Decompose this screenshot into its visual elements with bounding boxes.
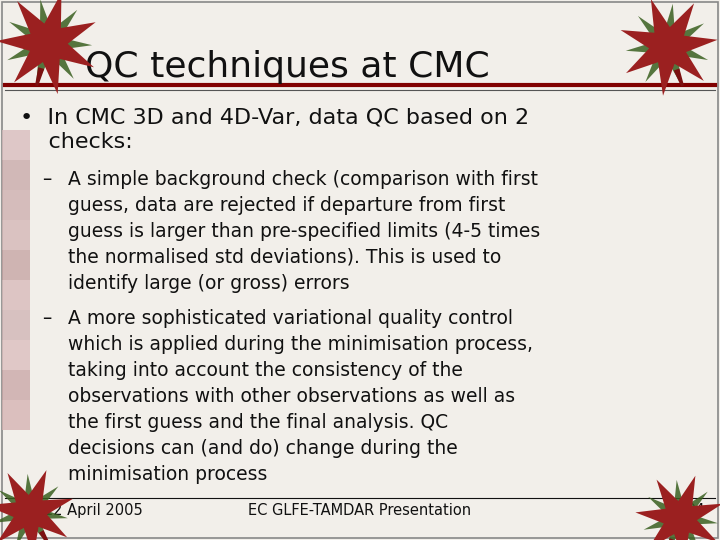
Bar — [2, 130, 30, 160]
Text: checks:: checks: — [20, 132, 132, 152]
Text: •  In CMC 3D and 4D-Var, data QC based on 2: • In CMC 3D and 4D-Var, data QC based on… — [20, 107, 529, 127]
Bar — [2, 370, 30, 400]
Text: observations with other observations as well as: observations with other observations as … — [68, 387, 515, 406]
Text: 11-12 April 2005: 11-12 April 2005 — [20, 503, 143, 518]
Text: identify large (or gross) errors: identify large (or gross) errors — [68, 274, 350, 293]
Text: –: – — [42, 170, 51, 189]
Polygon shape — [626, 4, 708, 86]
Polygon shape — [621, 0, 718, 96]
Polygon shape — [35, 68, 45, 86]
Bar — [2, 280, 30, 310]
Polygon shape — [674, 69, 684, 86]
Text: A simple background check (comparison with first: A simple background check (comparison wi… — [68, 170, 538, 189]
Polygon shape — [0, 0, 96, 94]
Text: 24: 24 — [686, 503, 705, 518]
Polygon shape — [7, 0, 92, 85]
Text: the normalised std deviations). This is used to: the normalised std deviations). This is … — [68, 248, 501, 267]
Polygon shape — [0, 474, 68, 540]
Bar — [2, 250, 30, 280]
Bar — [2, 400, 30, 430]
Bar — [2, 220, 30, 250]
Polygon shape — [635, 476, 720, 540]
Text: A more sophisticated variational quality control: A more sophisticated variational quality… — [68, 309, 513, 328]
Bar — [2, 160, 30, 190]
Bar — [2, 310, 30, 340]
Polygon shape — [666, 538, 675, 540]
Text: the first guess and the final analysis. QC: the first guess and the final analysis. … — [68, 413, 448, 432]
Text: guess is larger than pre-specified limits (4-5 times: guess is larger than pre-specified limit… — [68, 222, 540, 241]
Bar — [2, 190, 30, 220]
Polygon shape — [39, 530, 50, 540]
Text: decisions can (and do) change during the: decisions can (and do) change during the — [68, 439, 458, 458]
Text: which is applied during the minimisation process,: which is applied during the minimisation… — [68, 335, 533, 354]
Polygon shape — [644, 480, 718, 540]
Bar — [2, 340, 30, 370]
Text: –: – — [42, 309, 51, 328]
Text: minimisation process: minimisation process — [68, 465, 267, 484]
Text: taking into account the consistency of the: taking into account the consistency of t… — [68, 361, 463, 380]
Text: guess, data are rejected if departure from first: guess, data are rejected if departure fr… — [68, 196, 505, 215]
Text: QC techniques at CMC: QC techniques at CMC — [85, 50, 490, 84]
Polygon shape — [0, 470, 73, 540]
Text: EC GLFE-TAMDAR Presentation: EC GLFE-TAMDAR Presentation — [248, 503, 472, 518]
